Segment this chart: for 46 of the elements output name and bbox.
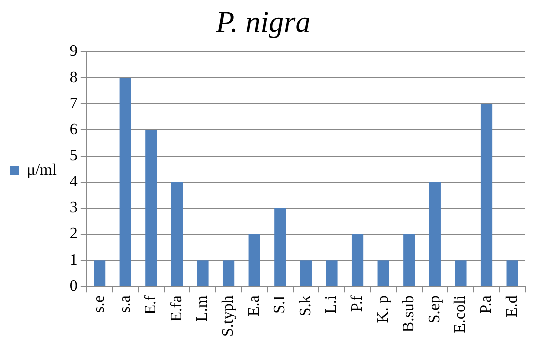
bar: [197, 260, 209, 286]
x-tick-label: L.m: [194, 295, 212, 322]
x-tick-label: P.f: [348, 294, 366, 312]
bar: [404, 234, 416, 286]
x-tick-label: B.sub: [400, 296, 418, 333]
x-tick-label: s.e: [91, 296, 108, 313]
bar: [146, 130, 158, 286]
bar: [326, 260, 338, 286]
x-tick-label: P.a: [478, 296, 495, 314]
x-tick-label: S.ep: [426, 296, 444, 324]
y-tick-label: 7: [70, 95, 78, 112]
bar: [171, 182, 184, 286]
y-tick-label: 2: [70, 226, 78, 243]
bar: [300, 260, 312, 286]
bar: [248, 234, 260, 286]
x-tick-label: E.a: [246, 296, 263, 317]
y-tick-label: 8: [70, 69, 78, 86]
x-tick-label: E.coli: [452, 295, 470, 334]
bar: [352, 234, 364, 286]
x-tick-label: E.f: [142, 294, 160, 315]
bar: [222, 260, 235, 286]
y-tick-label: 4: [70, 174, 78, 191]
x-tick-label: s.a: [116, 296, 134, 313]
bar: [480, 104, 493, 286]
x-tick-label: S.typh: [220, 296, 237, 337]
bar: [120, 78, 132, 286]
y-tick-label: 6: [70, 121, 78, 138]
y-tick-label: 3: [70, 200, 78, 217]
x-tick-label: S.k: [297, 296, 314, 317]
y-tick-label: 5: [70, 147, 78, 164]
x-tick-label: E.fa: [168, 296, 186, 322]
legend-label: μ/ml: [27, 162, 58, 180]
chart-title: P. nigra: [215, 6, 311, 39]
bar: [506, 260, 518, 286]
bar: [455, 260, 467, 286]
bar: [94, 260, 106, 286]
x-tick-label: K. p: [374, 296, 392, 324]
x-tick-label: E.d: [504, 296, 521, 318]
bar: [378, 260, 390, 286]
x-tick-label: L.i: [323, 295, 340, 314]
bar: [274, 208, 286, 286]
y-tick-label: 0: [70, 278, 78, 295]
x-tick-label: S.I: [272, 296, 289, 314]
y-tick-label: 9: [70, 43, 78, 60]
bar: [429, 182, 441, 286]
y-tick-label: 1: [70, 252, 78, 269]
